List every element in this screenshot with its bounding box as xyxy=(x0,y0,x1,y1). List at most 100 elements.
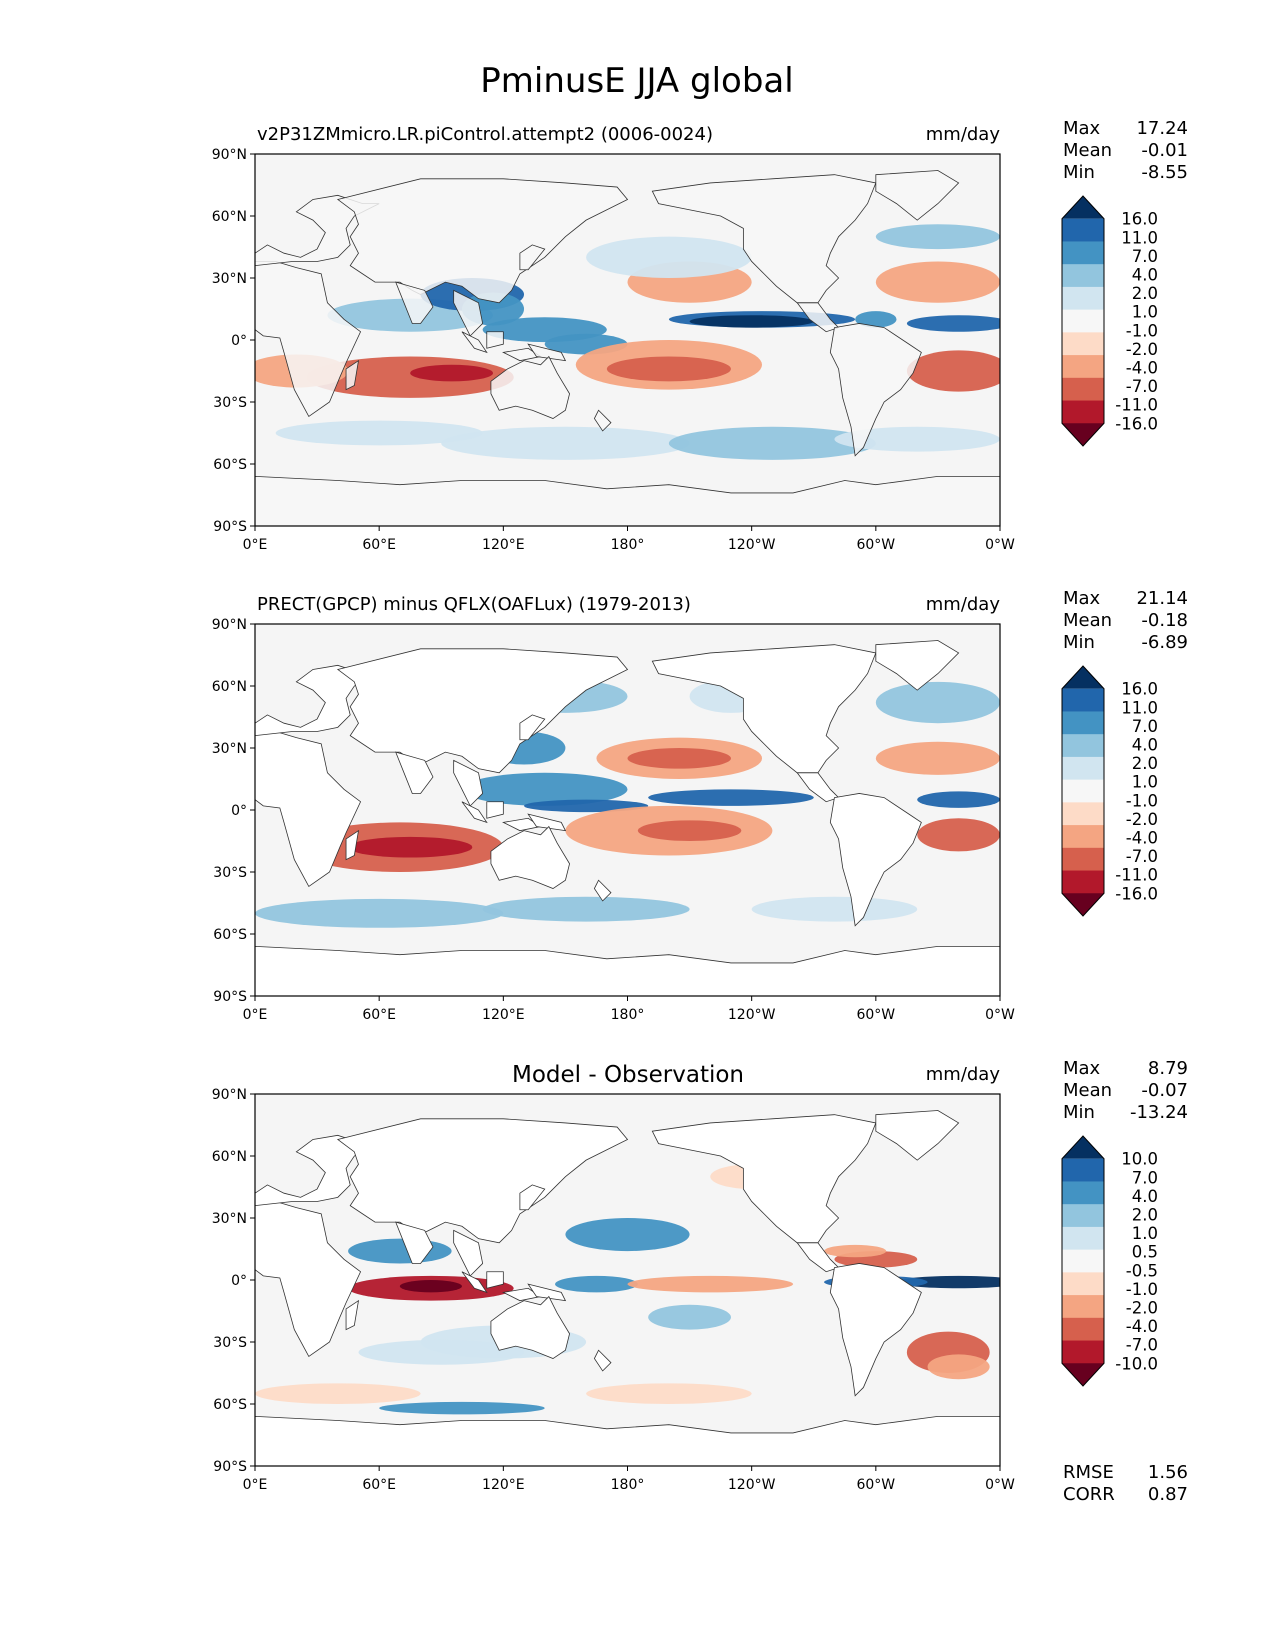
lat-tick-label: 60°S xyxy=(213,1397,247,1413)
contour-blob xyxy=(482,896,690,922)
stat-mean-label: Mean xyxy=(1063,1080,1112,1101)
colorbar-swatch xyxy=(1062,870,1104,894)
stat-max-value: 8.79 xyxy=(1148,1058,1188,1079)
contour-blob xyxy=(917,791,1000,808)
colorbar-level-label: -16.0 xyxy=(1115,414,1158,433)
lat-tick-label: 90°N xyxy=(212,147,247,163)
colorbar-level-label: -11.0 xyxy=(1115,396,1158,415)
colorbar-swatch xyxy=(1062,1226,1104,1251)
lat-tick-label: 30°N xyxy=(212,1211,247,1227)
lat-tick-label: 0° xyxy=(231,803,247,819)
colorbar-extend-top xyxy=(1062,666,1104,689)
lat-tick-label: 30°N xyxy=(212,271,247,287)
corr-value: 0.87 xyxy=(1148,1484,1188,1505)
colorbar-level-label: 10.0 xyxy=(1121,1150,1158,1169)
colorbar-level-label: 4.0 xyxy=(1132,266,1158,285)
contour-blob xyxy=(606,356,731,382)
colorbar-swatch xyxy=(1062,332,1104,356)
colorbar-level-label: 0.5 xyxy=(1132,1243,1158,1262)
contour-blob xyxy=(751,896,918,922)
colorbar-level-label: -10.0 xyxy=(1115,1354,1158,1373)
figure-title: PminusE JJA global xyxy=(480,61,793,101)
colorbar-level-label: 1.0 xyxy=(1132,303,1158,322)
contour-blob xyxy=(586,236,752,278)
contour-blob xyxy=(875,741,1000,775)
map-area xyxy=(255,624,1000,996)
contour-blob xyxy=(648,789,814,806)
contour-blob xyxy=(358,1339,525,1365)
panel-units: mm/day xyxy=(926,124,1001,145)
stat-mean-value: -0.18 xyxy=(1141,610,1188,631)
lon-tick-label: 180° xyxy=(611,537,645,553)
lon-tick-label: 180° xyxy=(611,1007,645,1023)
contour-blob xyxy=(689,315,814,328)
colorbar-swatch xyxy=(1062,779,1104,803)
contour-blob xyxy=(348,1238,452,1264)
colorbar: 16.011.07.04.02.01.0-1.0-2.0-4.0-7.0-11.… xyxy=(1061,195,1158,447)
lon-tick-label: 120°W xyxy=(728,1477,776,1493)
stat-min-value: -13.24 xyxy=(1130,1102,1188,1123)
panel-left-title: v2P31ZMmicro.LR.piControl.attempt2 (0006… xyxy=(257,124,713,145)
colorbar-level-label: -1.0 xyxy=(1126,791,1158,810)
colorbar-outline xyxy=(1061,1135,1105,1387)
colorbar-level-label: -16.0 xyxy=(1115,884,1158,903)
contour-blob xyxy=(906,350,1000,392)
colorbar-level-label: 11.0 xyxy=(1121,698,1158,717)
colorbar-extend-top xyxy=(1062,1136,1104,1159)
colorbar-swatch xyxy=(1062,1181,1104,1205)
lat-tick-label: 0° xyxy=(231,333,247,349)
contour-blob xyxy=(441,426,690,460)
colorbar-level-label: 2.0 xyxy=(1132,754,1158,773)
lat-tick-label: 60°N xyxy=(212,679,247,695)
stat-mean-label: Mean xyxy=(1063,610,1112,631)
contour-blob xyxy=(348,836,473,858)
contour-blob xyxy=(668,426,876,460)
lat-tick-label: 0° xyxy=(231,1273,247,1289)
colorbar-level-label: -4.0 xyxy=(1126,358,1158,377)
colorbar-level-label: 4.0 xyxy=(1132,736,1158,755)
contour-blob xyxy=(627,748,731,769)
contour-blob xyxy=(824,1244,887,1258)
colorbar-extend-bottom xyxy=(1062,1363,1104,1386)
colorbar-swatch xyxy=(1062,1295,1104,1319)
map-area xyxy=(255,154,1000,526)
colorbar-swatch xyxy=(1062,711,1104,735)
colorbar: 16.011.07.04.02.01.0-1.0-2.0-4.0-7.0-11.… xyxy=(1061,665,1158,917)
stat-max-label: Max xyxy=(1063,588,1101,609)
colorbar-level-label: -7.0 xyxy=(1126,847,1158,866)
contour-blob xyxy=(565,1218,690,1252)
contour-blob xyxy=(648,1304,731,1330)
colorbar-level-label: -2.0 xyxy=(1126,810,1158,829)
panel-difference: Model - Observation mm/day 90°N 60°N 30°N 0° 3… xyxy=(212,1058,1188,1505)
contour-blob xyxy=(855,311,897,328)
contour-blob xyxy=(627,1275,794,1293)
lon-tick-label: 0°W xyxy=(985,1477,1015,1493)
colorbar-level-label: -4.0 xyxy=(1126,828,1158,847)
colorbar-swatch xyxy=(1062,825,1104,849)
stat-min-value: -8.55 xyxy=(1141,162,1188,183)
colorbar-level-label: 16.0 xyxy=(1121,680,1158,699)
lon-tick-label: 120°E xyxy=(482,537,525,553)
lat-tick-label: 90°S xyxy=(213,519,247,535)
rmse-value: 1.56 xyxy=(1148,1462,1188,1483)
contour-blob xyxy=(896,1275,1000,1289)
contour-blob xyxy=(461,772,628,806)
colorbar-level-label: -7.0 xyxy=(1126,377,1158,396)
colorbar-level-label: 1.0 xyxy=(1132,1224,1158,1243)
lat-tick-label: 60°N xyxy=(212,1149,247,1165)
colorbar-level-label: -7.0 xyxy=(1126,1336,1158,1355)
panel-center-title: Model - Observation xyxy=(512,1062,744,1088)
colorbar-swatch xyxy=(1062,1272,1104,1296)
colorbar-level-label: 11.0 xyxy=(1121,228,1158,247)
lat-tick-label: 30°S xyxy=(213,1335,247,1351)
contour-blob xyxy=(255,1383,421,1404)
colorbar-extend-bottom xyxy=(1062,423,1104,446)
lon-tick-label: 0°W xyxy=(985,1007,1015,1023)
lon-tick-label: 120°E xyxy=(482,1477,525,1493)
contour-blob xyxy=(586,1383,752,1404)
colorbar-outline xyxy=(1061,665,1105,917)
colorbar-level-label: 2.0 xyxy=(1132,284,1158,303)
colorbar: 10.07.04.02.01.00.5-0.5-1.0-2.0-4.0-7.0-… xyxy=(1061,1135,1158,1387)
colorbar-swatch xyxy=(1062,377,1104,402)
